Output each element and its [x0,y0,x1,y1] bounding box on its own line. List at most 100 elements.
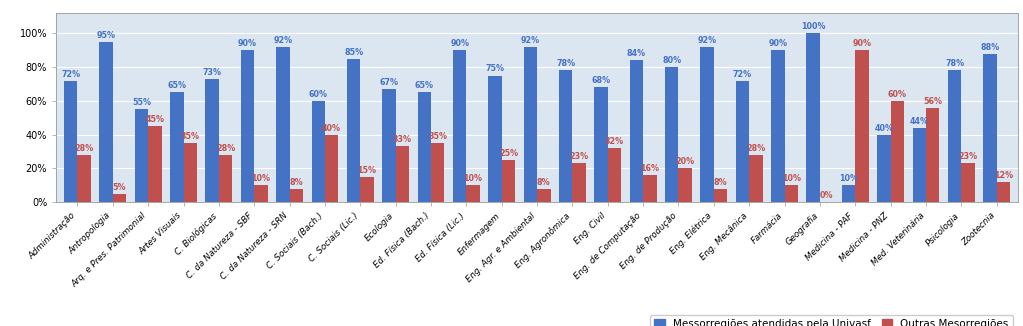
Bar [630,60,643,202]
Bar [855,50,869,202]
Text: 92%: 92% [521,36,540,45]
Text: 92%: 92% [698,36,717,45]
Bar [325,135,339,202]
Text: 78%: 78% [945,59,964,68]
Bar [926,108,939,202]
Bar [665,67,678,202]
Bar [360,177,373,202]
Bar [99,42,113,202]
Text: 5%: 5% [113,183,126,192]
Bar [347,59,360,202]
Text: 75%: 75% [486,65,504,73]
Text: 28%: 28% [216,144,235,153]
Bar [383,89,396,202]
Legend: Messorregiões atendidas pela Univasf, Outras Mesorregiões: Messorregiões atendidas pela Univasf, Ou… [651,315,1013,326]
Bar [771,50,785,202]
Bar [276,47,290,202]
Bar [714,189,727,202]
Text: 10%: 10% [839,174,858,183]
Text: 80%: 80% [662,56,681,65]
Bar [524,47,537,202]
Bar [996,182,1010,202]
Text: 23%: 23% [570,152,588,161]
Bar [573,163,586,202]
Bar [501,160,516,202]
Bar [135,109,148,202]
Text: 33%: 33% [393,135,412,144]
Bar [453,50,466,202]
Text: 95%: 95% [96,31,116,40]
Bar [431,143,444,202]
Bar [78,155,91,202]
Text: 72%: 72% [732,69,752,79]
Text: 65%: 65% [168,82,186,90]
Text: 67%: 67% [380,78,398,87]
Text: 35%: 35% [181,132,199,141]
Bar [219,155,232,202]
Text: 8%: 8% [537,178,550,186]
Bar [749,155,762,202]
Text: 28%: 28% [747,144,765,153]
Text: 85%: 85% [344,48,363,57]
Text: 20%: 20% [675,157,695,166]
Text: 16%: 16% [640,164,660,173]
Text: 100%: 100% [801,22,826,31]
Text: 40%: 40% [875,124,893,133]
Bar [842,185,855,202]
Text: 10%: 10% [782,174,801,183]
Bar [891,101,904,202]
Text: 15%: 15% [357,166,376,175]
Text: 90%: 90% [768,39,788,48]
Bar [240,50,255,202]
Text: 40%: 40% [322,124,341,133]
Bar [537,189,550,202]
Text: 60%: 60% [888,90,906,99]
Text: 8%: 8% [290,178,303,186]
Text: 0%: 0% [819,191,834,200]
Text: 8%: 8% [714,178,727,186]
Bar [877,135,891,202]
Text: 90%: 90% [450,39,470,48]
Text: 88%: 88% [980,42,999,52]
Text: 72%: 72% [61,69,81,79]
Bar [206,79,219,202]
Bar [312,101,325,202]
Text: 12%: 12% [993,171,1013,180]
Bar [736,81,749,202]
Text: 84%: 84% [627,49,646,58]
Text: 73%: 73% [203,68,222,77]
Text: 23%: 23% [959,152,978,161]
Bar [643,175,657,202]
Bar [806,33,819,202]
Text: 68%: 68% [591,76,611,85]
Bar [983,53,996,202]
Bar [962,163,975,202]
Bar [290,189,303,202]
Bar [255,185,268,202]
Text: 90%: 90% [852,39,872,48]
Text: 55%: 55% [132,98,151,107]
Bar [466,185,480,202]
Bar [913,128,926,202]
Text: 90%: 90% [238,39,257,48]
Bar [113,194,126,202]
Bar [559,70,573,202]
Text: 65%: 65% [414,82,434,90]
Bar [608,148,621,202]
Text: 32%: 32% [605,137,624,146]
Text: 60%: 60% [309,90,327,99]
Bar [170,92,183,202]
Bar [701,47,714,202]
Bar [488,76,501,202]
Bar [678,168,692,202]
Text: 44%: 44% [909,117,929,126]
Text: 25%: 25% [499,149,518,158]
Text: 35%: 35% [429,132,447,141]
Text: 28%: 28% [75,144,94,153]
Bar [594,87,608,202]
Text: 45%: 45% [145,115,165,124]
Bar [785,185,798,202]
Text: 92%: 92% [273,36,293,45]
Bar [948,70,962,202]
Bar [396,146,409,202]
